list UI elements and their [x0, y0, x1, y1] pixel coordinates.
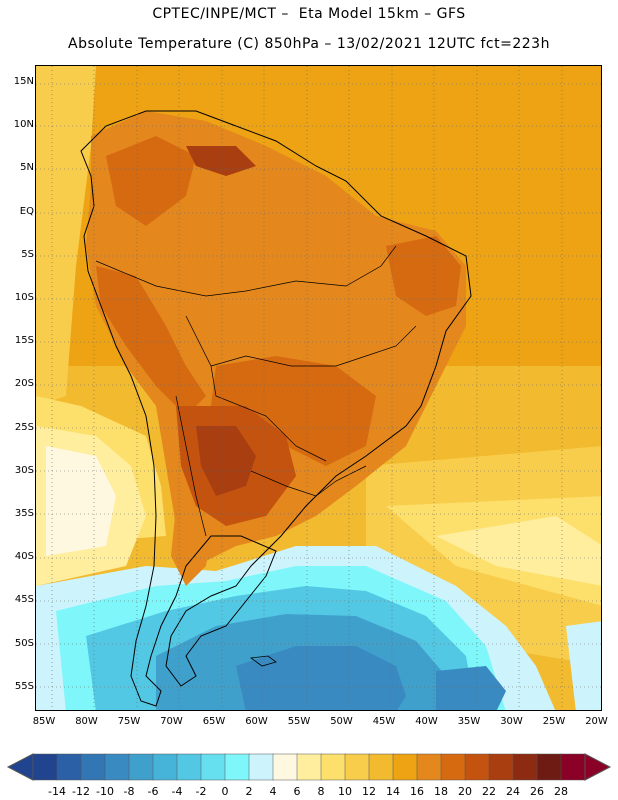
colorbar-swatch: [224, 753, 250, 781]
colorbar-swatch: [560, 753, 586, 781]
colorbar-low-arrow: [6, 753, 34, 781]
colorbar-swatch: [368, 753, 394, 781]
colorbar-swatch: [296, 753, 322, 781]
colorbar-tick-label: -12: [72, 785, 90, 798]
colorbar-swatch: [536, 753, 562, 781]
colorbar-tick-label: 8: [317, 785, 325, 798]
colorbar-swatch: [128, 753, 154, 781]
lat-tick-label: 35S: [14, 508, 34, 519]
colorbar-swatch: [392, 753, 418, 781]
lat-tick-label: 5N: [20, 162, 34, 174]
colorbar-tick-label: 4: [269, 785, 277, 798]
lon-tick-label: 85W: [32, 716, 56, 727]
colorbar-tick-label: 20: [458, 785, 472, 798]
colorbar-tick-label: -8: [123, 785, 135, 798]
colorbar-swatch: [32, 753, 58, 781]
colorbar-swatch: [512, 753, 538, 781]
colorbar-high-arrow: [584, 753, 612, 781]
colorbar-swatch: [272, 753, 298, 781]
lon-tick-label: 60W: [245, 716, 268, 727]
colorbar-swatch: [416, 753, 442, 781]
lon-tick-label: 30W: [500, 716, 523, 727]
map-subtitle: Absolute Temperature (C) 850hPa – 13/02/…: [68, 36, 550, 52]
temperature-colorbar: [6, 753, 612, 781]
colorbar-tick-label: 24: [506, 785, 520, 798]
lat-tick-label: 20S: [14, 378, 34, 390]
colorbar-swatch: [104, 753, 130, 781]
lat-tick-label: EQ: [19, 205, 34, 217]
lat-tick-label: 10S: [14, 292, 34, 303]
colorbar-tick-label: -2: [195, 785, 207, 798]
map-title: CPTEC/INPE/MCT – Eta Model 15km – GFS: [152, 6, 466, 22]
lat-tick-label: 50S: [14, 637, 34, 649]
colorbar-tick-label: -10: [96, 785, 114, 798]
colorbar-tick-label: 16: [410, 785, 424, 798]
lon-tick-label: 65W: [202, 716, 226, 727]
lon-tick-label: 25W: [542, 716, 566, 727]
lon-tick-label: 55W: [287, 716, 311, 727]
lon-tick-label: 80W: [75, 716, 98, 727]
lat-tick-label: 25S: [14, 421, 34, 433]
colorbar-swatch: [176, 753, 202, 781]
lat-tick-label: 15S: [14, 335, 34, 347]
colorbar-swatch: [248, 753, 274, 781]
colorbar-tick-label: -4: [171, 785, 183, 798]
colorbar-tick-label: -6: [147, 785, 159, 798]
lat-tick-label: 10N: [13, 119, 34, 131]
colorbar-swatch: [440, 753, 466, 781]
lon-tick-label: 50W: [330, 716, 353, 727]
colorbar-tick-label: 26: [530, 785, 544, 798]
lon-tick-label: 20W: [585, 716, 608, 727]
lon-tick-label: 75W: [117, 716, 141, 727]
lon-tick-label: 40W: [415, 716, 438, 727]
lat-tick-label: 30S: [14, 464, 34, 476]
colorbar-swatch: [320, 753, 346, 781]
colorbar-tick-label: 10: [338, 785, 352, 798]
lon-tick-label: 35W: [457, 716, 481, 727]
temperature-map: [35, 65, 602, 711]
colorbar-tick-label: 28: [554, 785, 568, 798]
lat-tick-label: 15N: [13, 76, 34, 87]
colorbar-tick-label: 2: [245, 785, 253, 798]
lon-tick-label: 45W: [372, 716, 396, 727]
colorbar-tick-label: 14: [386, 785, 400, 798]
colorbar-swatch: [488, 753, 514, 781]
colorbar-tick-label: 12: [362, 785, 376, 798]
colorbar-tick-label: 18: [434, 785, 448, 798]
colorbar-swatch: [464, 753, 490, 781]
colorbar-tick-label: 0: [221, 785, 229, 798]
colorbar-tick-label: 22: [482, 785, 496, 798]
colorbar-swatch: [152, 753, 178, 781]
lat-tick-label: 40S: [14, 551, 34, 563]
lat-tick-label: 5S: [21, 248, 34, 260]
lon-tick-label: 70W: [160, 716, 183, 727]
colorbar-swatch: [344, 753, 370, 781]
colorbar-tick-label: -14: [48, 785, 66, 798]
temperature-field: [36, 66, 601, 710]
lat-tick-label: 45S: [14, 594, 34, 606]
colorbar-swatch: [200, 753, 226, 781]
lat-tick-label: 55S: [14, 680, 34, 692]
colorbar-swatch: [80, 753, 106, 781]
colorbar-tick-label: 6: [293, 785, 301, 798]
colorbar-swatch: [56, 753, 82, 781]
